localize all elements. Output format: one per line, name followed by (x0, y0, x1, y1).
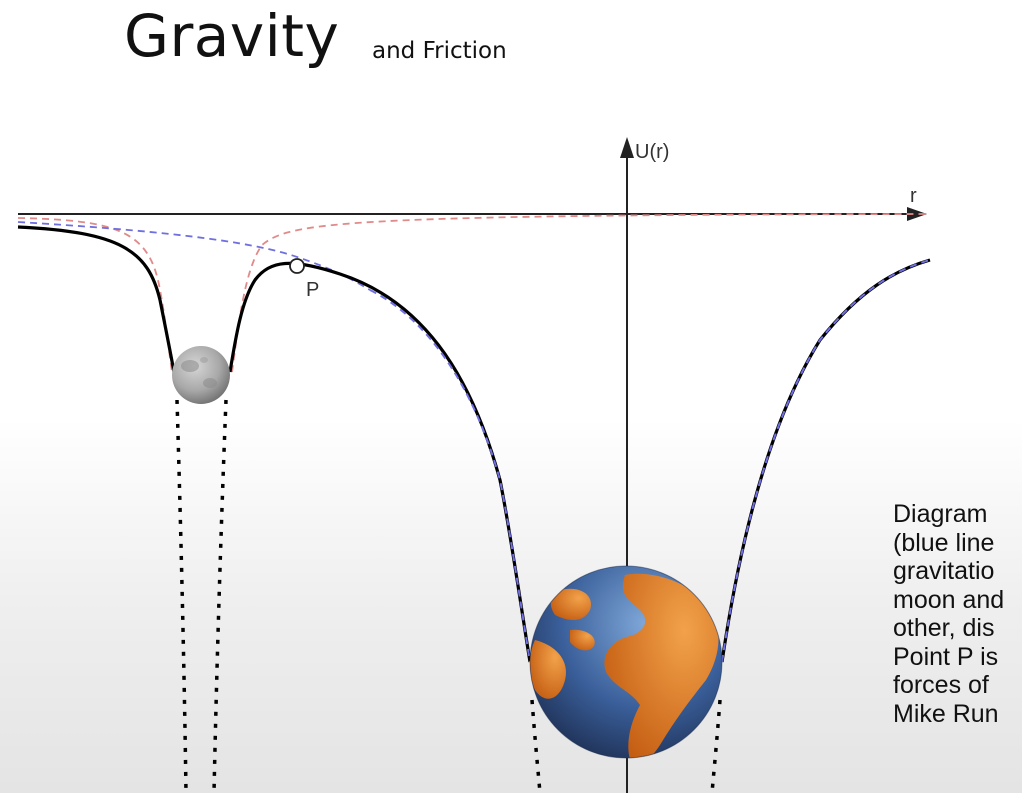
r-axis-label: r (910, 185, 917, 207)
caption-line: forces of (893, 671, 989, 699)
point-p-label: P (306, 279, 319, 301)
slide-subtitle: and Friction (372, 38, 507, 64)
caption-line: (blue line (893, 528, 995, 557)
moon-well-dotted-lines (175, 399, 228, 793)
caption-line: moon and (893, 585, 1005, 614)
caption-line: other, dis (893, 614, 995, 642)
point-p-marker (289, 258, 305, 274)
caption: Diagram (blue line gravitatio moon and o… (893, 500, 1022, 728)
moon-icon (172, 346, 230, 404)
slide-title: Gravity (124, 2, 340, 70)
caption-line: Mike Run (893, 699, 999, 728)
moon-potential-curve (17, 213, 929, 373)
caption-line: Diagram (893, 500, 988, 528)
u-axis-label: U(r) (635, 141, 669, 163)
earth-potential-overlay (369, 259, 931, 663)
caption-line: gravitatio (893, 557, 995, 585)
total-potential-curve (17, 225, 931, 663)
caption-line: Point P is (893, 642, 999, 671)
earth-icon (529, 565, 723, 759)
earth-well-dotted-lines (530, 699, 722, 793)
